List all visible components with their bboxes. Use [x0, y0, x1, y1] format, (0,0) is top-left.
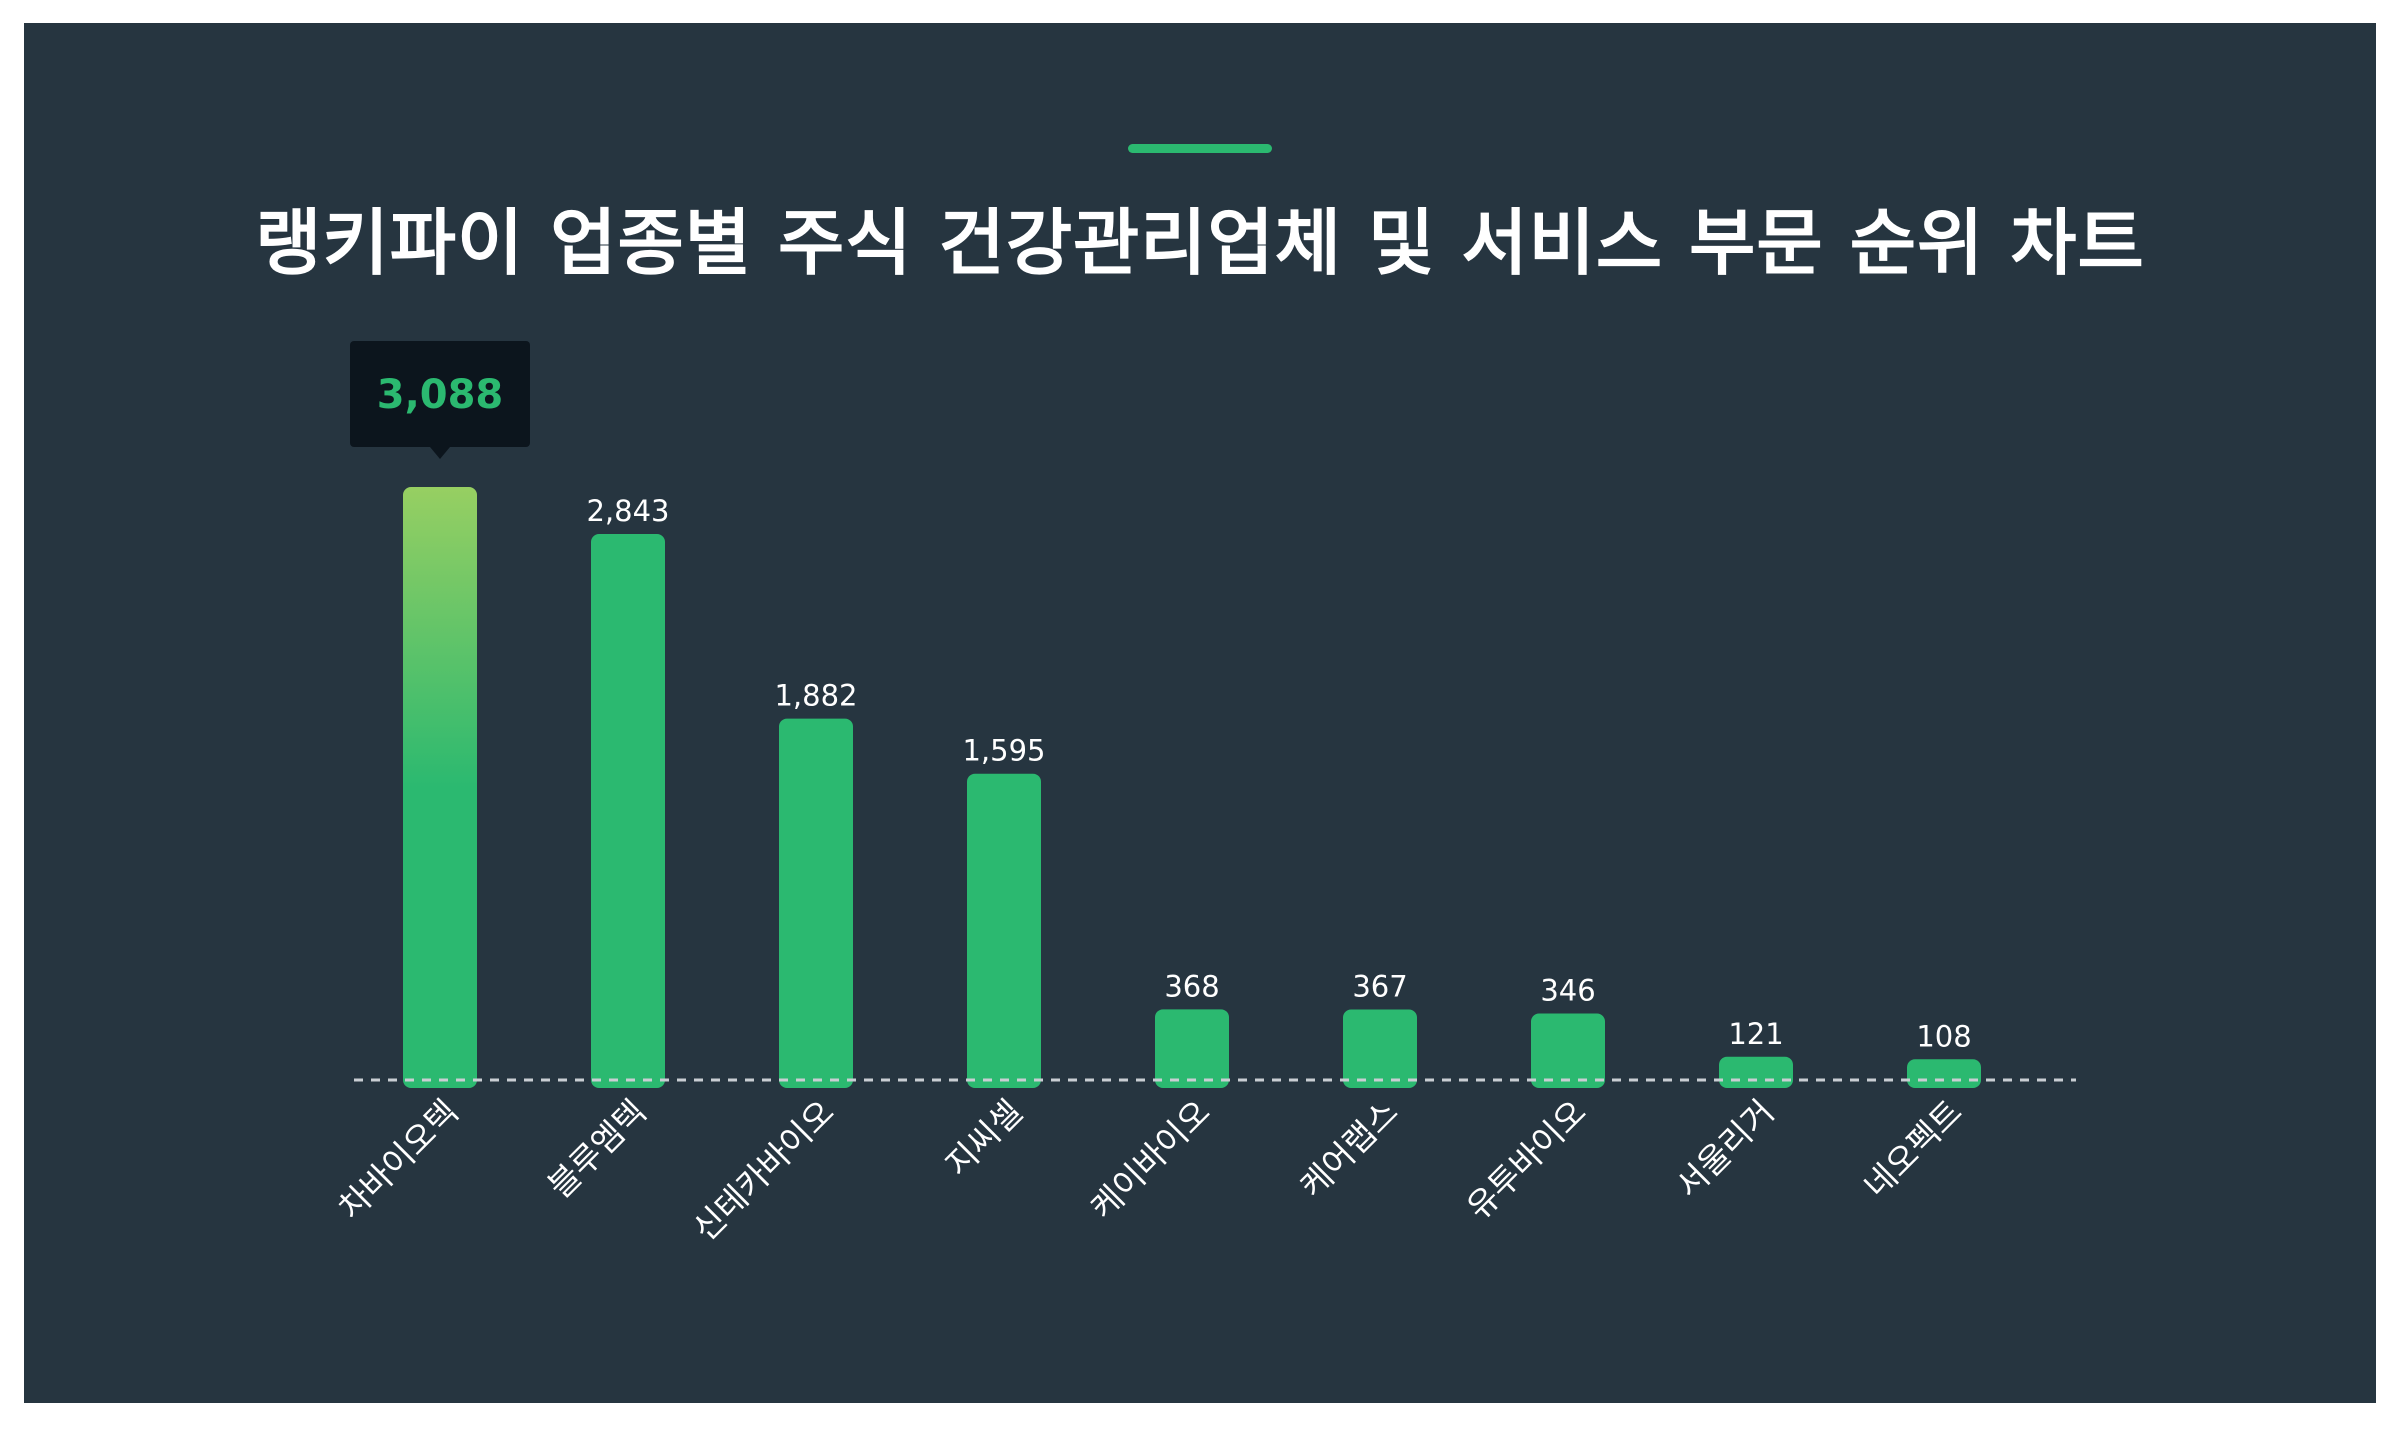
accent-line	[1128, 144, 1272, 153]
x-tick-label: 지씨셀	[938, 1092, 1030, 1184]
bar-2[interactable]	[591, 534, 665, 1088]
bar-7[interactable]	[1531, 1013, 1605, 1088]
data-label: 1,882	[774, 679, 857, 713]
x-tick-label: 케어랩스	[1292, 1092, 1405, 1205]
x-tick-label: 서울리거	[1668, 1092, 1781, 1205]
x-tick-label: 케이바이오	[1083, 1092, 1218, 1227]
tooltip-box	[350, 341, 530, 447]
bar-4[interactable]	[967, 773, 1041, 1088]
bar-6[interactable]	[1343, 1009, 1417, 1088]
x-tick-label: 블루엠텍	[540, 1092, 653, 1205]
data-label: 367	[1352, 970, 1407, 1004]
bar-1[interactable]	[403, 487, 477, 1088]
data-label: 346	[1540, 974, 1595, 1008]
chart-title: 랭키파이 업종별 주식 건강관리업체 및 서비스 부문 순위 차트	[255, 201, 2145, 285]
data-label: 1,595	[962, 734, 1045, 768]
tooltip-pointer	[430, 447, 450, 459]
x-tick-label: 차바이오텍	[331, 1092, 466, 1227]
bar-5[interactable]	[1155, 1009, 1229, 1088]
data-label: 108	[1916, 1019, 1971, 1053]
x-tick-label: 신테카바이오	[685, 1092, 841, 1248]
bar-8[interactable]	[1719, 1056, 1793, 1088]
data-label: 121	[1728, 1017, 1783, 1051]
tooltip-value: 3,088	[377, 372, 504, 418]
bar-3[interactable]	[779, 718, 853, 1088]
bar-9[interactable]	[1907, 1059, 1981, 1088]
x-tick-label: 네오펙트	[1856, 1092, 1969, 1205]
chart-card: 랭키파이 업종별 주식 건강관리업체 및 서비스 부문 순위 차트 차바이오텍 3…	[24, 23, 2376, 1403]
value-tooltip: 3,088	[350, 341, 530, 459]
data-label: 368	[1164, 969, 1219, 1003]
x-tick-label: 유투바이오	[1459, 1092, 1594, 1227]
data-label: 2,843	[586, 494, 669, 528]
bar-chart: 차바이오텍 3,088 블루엠텍 2,843 신테카바이오 1,882 지씨셀 1,595 케이…	[331, 341, 2076, 1248]
